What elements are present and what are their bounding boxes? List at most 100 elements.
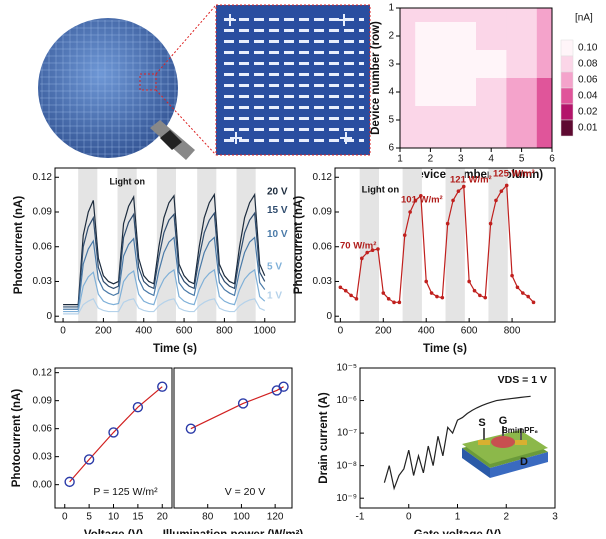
heatmap-cell (400, 78, 416, 107)
colorbar-label: 0.06 (578, 75, 598, 86)
x-tick-label: 0 (62, 512, 68, 523)
annotation: 121 W/m² (450, 175, 492, 186)
heatmap-cell (506, 8, 538, 23)
y-tick-label: 2 (388, 31, 394, 42)
x-tick-label: 2 (503, 512, 509, 523)
data-point (83, 454, 95, 465)
y-axis-label: Photocurrent (nA) (13, 196, 25, 295)
y-tick-label: 0.09 (33, 395, 53, 406)
data-point (424, 279, 429, 284)
x-tick-label: 0 (338, 326, 344, 337)
annotation: VDS = 1 V (498, 374, 547, 386)
series-label: 20 V (267, 186, 288, 197)
annotation: Light on (110, 176, 146, 186)
plot-frame (54, 367, 173, 509)
y-tick-label: 0.03 (313, 276, 333, 287)
data-point (343, 288, 348, 293)
data-point (402, 233, 407, 237)
data-point (451, 198, 455, 203)
y-tick-label: 0 (46, 311, 52, 322)
annotation: 101 W/m² (401, 195, 443, 206)
data-point (408, 210, 412, 214)
x-tick-label: 1 (397, 154, 403, 165)
wafer-photo (38, 4, 371, 160)
heatmap-cells (400, 8, 552, 148)
heatmap-cell (415, 8, 447, 23)
x-axis-label: Device number (column) (409, 169, 543, 181)
heatmap-cell (415, 50, 447, 79)
annotation: P = 125 W/m² (93, 486, 158, 498)
data-point (413, 198, 418, 203)
x-tick-label: 400 (135, 326, 152, 337)
colorbar-label: 0.04 (578, 91, 598, 102)
y-tick-label: 0.06 (33, 241, 53, 252)
annotation: 70 W/m² (340, 241, 376, 252)
x-tick-label: 6 (549, 154, 555, 165)
x-tick-label: 600 (461, 326, 478, 337)
heatmap-cell (506, 134, 538, 148)
data-point (132, 402, 144, 413)
data-point (419, 193, 423, 198)
data-point (376, 247, 380, 251)
data-point (461, 184, 466, 189)
colorbar-label: 0.08 (578, 59, 598, 70)
light-on-band (445, 168, 465, 322)
series-line (63, 211, 266, 308)
data-point (467, 279, 471, 284)
data-point (338, 285, 343, 290)
data-point (445, 221, 450, 226)
y-tick-label: 4 (388, 87, 394, 98)
heatmap-cell (400, 22, 416, 51)
inset-label: BmimPF₆ (502, 426, 538, 435)
plot-frame (54, 167, 296, 323)
x-tick-label: 15 (132, 512, 144, 523)
heatmap-cell (445, 78, 477, 107)
y-tick-label: 0.06 (33, 423, 53, 434)
heatmap-cell (415, 134, 447, 148)
heatmap-cell (400, 106, 416, 135)
colorbar-label: 0.01 (578, 123, 598, 134)
x-tick-label: 200 (375, 326, 392, 337)
heatmap-cell (445, 8, 477, 23)
data-point (386, 297, 391, 301)
y-tick-label: 10⁻⁷ (337, 428, 357, 439)
y-tick-label: 0.00 (33, 479, 53, 490)
heatmap-cell (536, 134, 552, 148)
x-axis-label: Voltage (V) (84, 529, 143, 534)
data-point (504, 183, 509, 188)
x-tick-label: 3 (458, 154, 464, 165)
series-line (63, 298, 265, 315)
data-point (381, 291, 386, 295)
x-tick-label: 600 (176, 326, 193, 337)
y-tick-label: 0.03 (33, 451, 53, 462)
x-tick-label: 1 (455, 512, 461, 523)
series-label: 15 V (267, 205, 288, 216)
x-tick-label: 3 (552, 512, 558, 523)
heatmap-cell (445, 22, 477, 51)
annotation: V = 20 V (225, 486, 266, 498)
fit-line (69, 386, 163, 483)
device-inset (462, 426, 548, 478)
y-tick-label: 0.12 (33, 172, 53, 183)
x-axis-label: Gate voltage (V) (414, 529, 502, 534)
data-point (494, 198, 498, 203)
data-point (429, 291, 434, 295)
y-tick-label: 10⁻⁵ (336, 363, 357, 374)
series-line (63, 192, 266, 306)
colorbar-swatch (560, 71, 574, 89)
data-point (237, 398, 249, 409)
x-tick-label: 100 (233, 512, 250, 523)
inset-label: G (499, 415, 508, 427)
data-point (510, 273, 514, 278)
annotation: Light on (362, 185, 400, 196)
y-tick-label: 0.09 (313, 207, 333, 218)
data-point (108, 427, 119, 438)
data-point (488, 221, 493, 226)
colorbar-swatch (560, 87, 574, 105)
x-axis-label: Time (s) (423, 343, 467, 355)
heatmap-cell (400, 50, 416, 79)
inset-label: D (520, 456, 528, 468)
series-label: 10 V (267, 229, 288, 240)
annotation: 125 W/m² (493, 169, 535, 180)
